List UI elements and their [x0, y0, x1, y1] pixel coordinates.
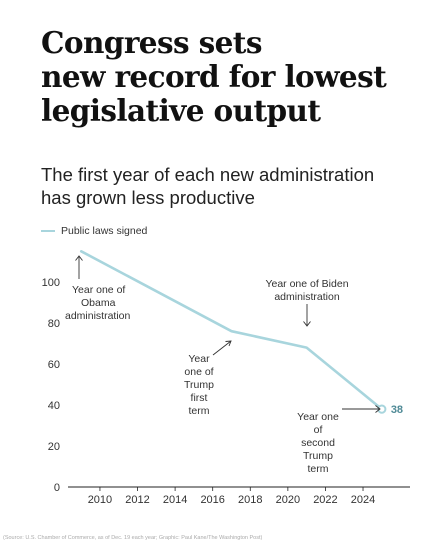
x-tick-label: 2014 — [163, 494, 187, 506]
annotation-trump-second-line-1: Year one — [297, 411, 339, 423]
y-tick-label: 40 — [48, 400, 60, 412]
arrow-trump-first — [212, 340, 232, 356]
annotation-trump-second-line-4: Trump — [303, 450, 333, 462]
annotation-biden-line-1: Year one of Biden — [265, 278, 348, 290]
annotation-biden-line-2: administration — [274, 291, 340, 303]
legend-swatch — [41, 229, 55, 233]
y-tick-label: 100 — [42, 277, 60, 289]
x-tick-label: 2012 — [125, 494, 149, 506]
annotation-trump-second-line-2: of — [314, 424, 323, 436]
x-tick-label: 2010 — [88, 494, 112, 506]
y-tick-label: 60 — [48, 359, 60, 371]
x-axis-ticks: 2010 2012 2014 2016 2018 2020 2022 2024 — [88, 487, 375, 506]
annotation-trump-first-line-3: Trump — [184, 379, 214, 391]
annotation-obama-line-3: administration — [65, 310, 131, 322]
chart-legend: Public laws signed — [41, 224, 147, 238]
annotation-biden: Year one of Biden administration — [265, 278, 348, 303]
y-tick-label: 0 — [54, 482, 60, 494]
arrow-trump-second — [342, 405, 381, 413]
chart-title: Congress sets new record for lowest legi… — [41, 26, 421, 128]
x-tick-label: 2016 — [200, 494, 224, 506]
annotation-trump-second-line-5: term — [308, 463, 329, 475]
series-line-public-laws — [79, 250, 384, 411]
chart-subtitle: The first year of each new administratio… — [41, 163, 431, 209]
annotation-trump-second-line-3: second — [301, 437, 335, 449]
title-line-3: legislative output — [41, 93, 321, 128]
title-line-1: Congress sets — [41, 25, 262, 60]
annotation-arrows — [75, 255, 381, 413]
y-tick-label: 80 — [48, 318, 60, 330]
annotation-trump-first-line-1: Year — [188, 353, 210, 365]
annotation-trump-first: Year one of Trump first term — [184, 353, 214, 417]
x-tick-label: 2024 — [351, 494, 375, 506]
annotation-trump-first-line-2: one of — [184, 366, 213, 378]
title-line-2: new record for lowest — [41, 59, 387, 94]
annotation-obama: Year one of Obama administration — [65, 284, 131, 322]
source-note: (Source: U.S. Chamber of Commerce, as of… — [3, 535, 263, 541]
y-tick-label: 20 — [48, 441, 60, 453]
y-axis-ticks: 0 20 40 60 80 100 — [42, 277, 60, 494]
arrow-obama — [75, 255, 83, 279]
end-value-label: 38 — [391, 404, 403, 416]
subtitle-line-1: The first year of each new administratio… — [41, 164, 375, 185]
legend-label: Public laws signed — [61, 225, 148, 237]
annotation-trump-second: Year one of second Trump term — [297, 411, 339, 475]
subtitle-line-2: has grown less productive — [41, 187, 255, 208]
x-tick-label: 2022 — [313, 494, 337, 506]
x-tick-label: 2018 — [238, 494, 262, 506]
annotation-obama-line-2: Obama — [81, 297, 116, 309]
annotation-obama-line-1: Year one of — [72, 284, 125, 296]
annotations: Year one of Obama administration Year on… — [65, 255, 381, 475]
arrow-biden — [303, 304, 311, 327]
annotation-trump-first-line-5: term — [189, 405, 210, 417]
x-tick-label: 2020 — [276, 494, 300, 506]
annotation-trump-first-line-4: first — [191, 392, 208, 404]
